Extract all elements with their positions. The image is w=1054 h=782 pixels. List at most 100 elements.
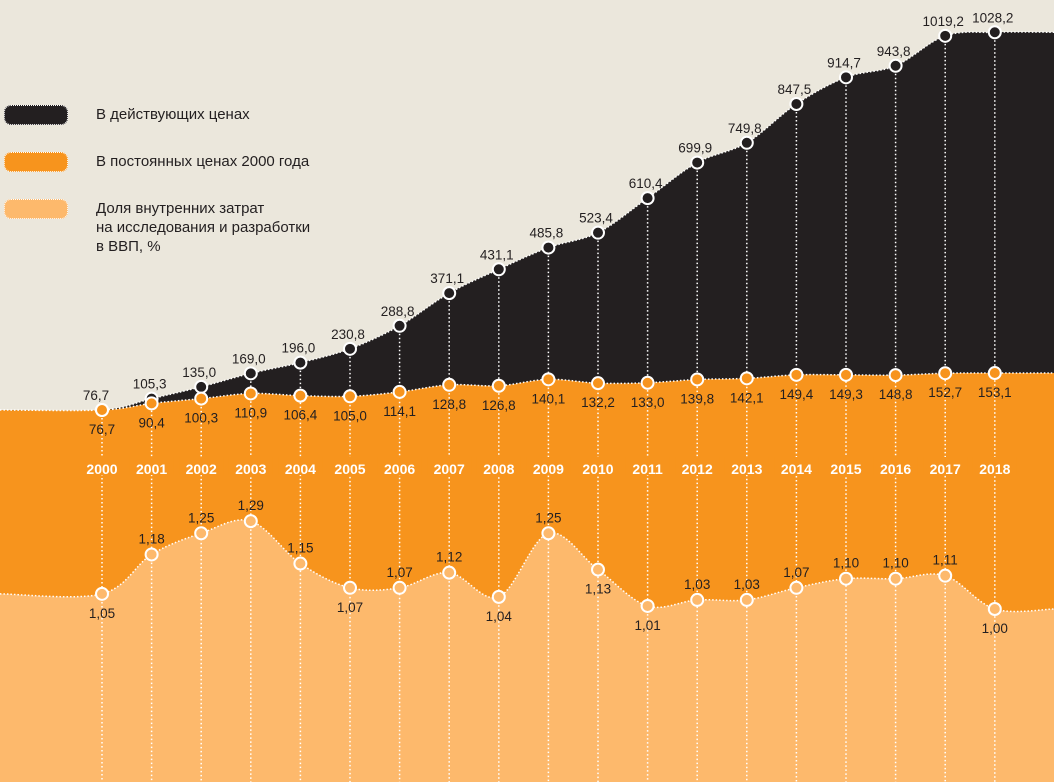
label-constant: 149,3 [829,387,863,402]
label-share: 1,12 [436,550,462,565]
year-label: 2006 [384,461,415,477]
point-share [293,556,308,571]
point-share [789,580,804,595]
label-constant: 114,1 [383,404,416,419]
label-constant: 139,8 [680,391,714,406]
label-share: 1,03 [684,577,710,592]
label-current: 1028,2 [972,10,1013,25]
label-current: 105,3 [133,377,167,392]
point-current [343,341,357,356]
year-label-bg [129,457,174,475]
point-share [690,592,705,607]
label-share: 1,29 [238,498,264,513]
year-label-bg [972,457,1017,475]
year-label: 2007 [434,461,465,477]
point-constant [95,403,109,417]
point-constant [194,391,209,406]
label-share: 1,07 [337,600,363,615]
label-constant: 152,7 [928,385,962,400]
point-current [888,58,903,73]
point-current [194,379,209,394]
year-label: 2015 [830,461,861,477]
label-current: 749,8 [728,121,762,136]
point-constant [839,367,853,382]
label-current: 914,7 [827,55,861,70]
point-current [591,225,605,240]
point-current [243,366,258,381]
point-constant [640,375,655,390]
label-constant: 90,4 [138,415,165,430]
label-current: 371,1 [430,271,464,286]
label-share: 1,01 [634,618,660,633]
label-current: 431,1 [480,247,514,262]
year-label-bg [576,457,620,475]
point-share [442,565,457,580]
label-share: 1,07 [783,565,809,580]
point-share [491,589,506,604]
label-share: 1,13 [585,582,611,597]
year-label: 2010 [582,461,613,477]
label-share: 1,00 [982,621,1008,636]
point-current [690,155,705,170]
label-current: 135,0 [182,365,216,380]
point-constant [739,371,754,386]
year-label: 2017 [930,461,961,477]
label-constant: 105,0 [333,408,367,423]
label-constant: 148,8 [879,387,913,402]
point-share [839,571,853,586]
year-label: 2012 [682,461,713,477]
point-share [640,598,655,613]
point-share [95,586,109,601]
label-constant: 142,1 [730,390,764,405]
year-label-bg [179,457,224,475]
label-constant: 132,2 [581,395,615,410]
label-share: 1,07 [386,565,412,580]
point-current [442,286,457,301]
year-label: 2014 [781,461,812,477]
year-label: 2001 [136,461,167,477]
area-share [0,519,1054,782]
point-current [392,318,407,333]
point-constant [293,388,308,403]
year-label: 2008 [483,461,514,477]
point-current [640,191,655,206]
point-share [888,571,903,586]
point-current [938,28,953,43]
label-current: 699,9 [678,141,712,156]
year-label: 2013 [731,461,762,477]
year-label: 2005 [334,461,365,477]
point-constant [591,376,605,391]
year-label-bg [377,457,422,475]
legend-label: В действующих ценах [96,106,250,123]
year-label-bg [476,457,521,475]
label-share: 1,10 [833,556,859,571]
point-share [243,514,258,529]
legend-swatch-constant [4,152,68,172]
year-label: 2004 [285,461,316,477]
point-share [591,562,605,577]
point-constant [243,386,258,401]
point-share [144,547,159,562]
label-share: 1,25 [188,510,214,525]
legend-swatch-share [4,199,68,219]
label-constant: 106,4 [284,408,318,423]
label-constant: 133,0 [631,395,665,410]
legend-label: В постоянных ценах 2000 года [96,153,310,170]
year-label-bg [328,457,372,475]
label-current: 196,0 [282,341,316,356]
point-share [938,568,953,583]
year-label: 2018 [979,461,1010,477]
label-constant: 110,9 [234,405,267,420]
label-share: 1,04 [486,609,513,624]
label-share: 1,10 [882,556,908,571]
point-current [541,240,556,255]
point-constant [888,368,903,383]
point-current [839,70,853,85]
point-share [987,602,1002,616]
label-constant: 153,1 [978,385,1012,400]
label-constant: 126,8 [482,398,516,413]
point-constant [392,384,407,399]
year-label: 2016 [880,461,911,477]
year-label: 2011 [632,461,663,477]
